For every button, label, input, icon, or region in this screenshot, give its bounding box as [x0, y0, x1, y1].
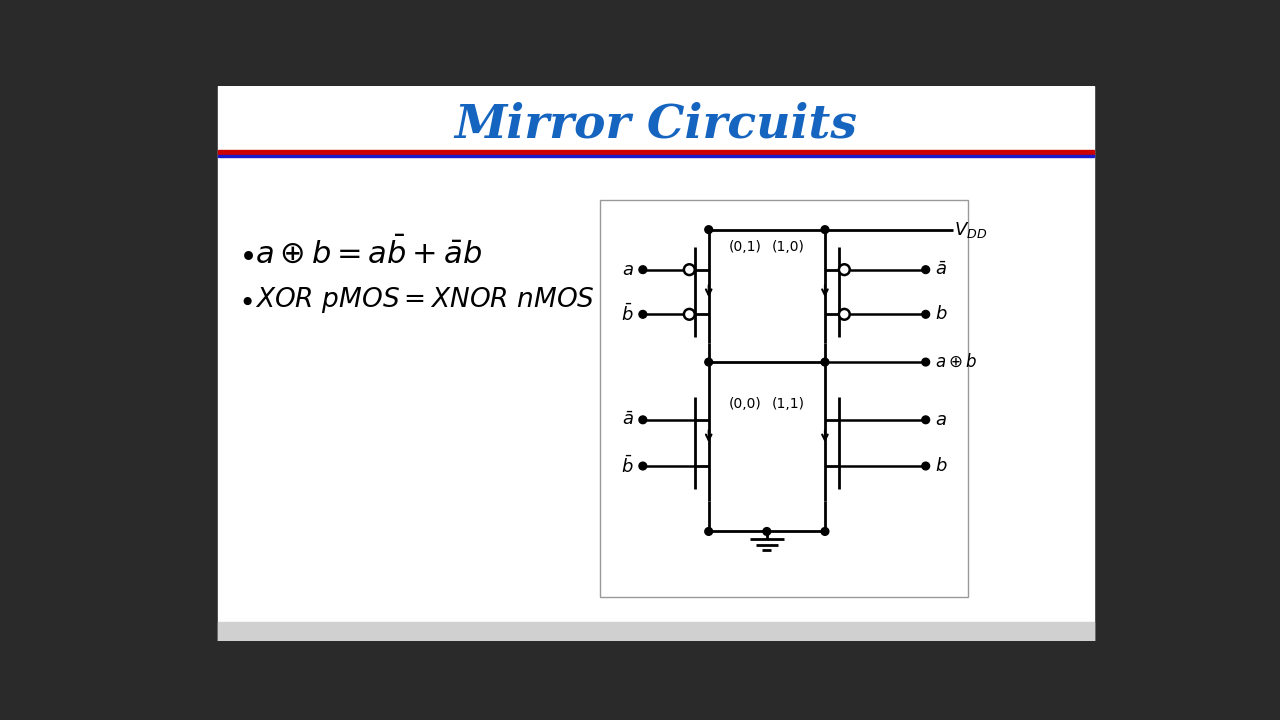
Text: $a$: $a$ [934, 411, 947, 429]
Text: Mirror Circuits: Mirror Circuits [454, 102, 858, 148]
Circle shape [639, 462, 646, 470]
Circle shape [763, 528, 771, 535]
Circle shape [922, 266, 929, 274]
Circle shape [820, 226, 829, 233]
Bar [600, 200, 969, 597]
Circle shape [838, 264, 850, 275]
Text: $\bar{a}$: $\bar{a}$ [622, 411, 634, 429]
Text: $a \oplus b$: $a \oplus b$ [934, 353, 978, 371]
Text: (0,1): (0,1) [728, 240, 762, 253]
Text: $V_{DD}$: $V_{DD}$ [955, 220, 987, 240]
Text: $\bullet$: $\bullet$ [238, 240, 253, 269]
Circle shape [820, 359, 829, 366]
Circle shape [705, 528, 713, 535]
Circle shape [639, 416, 646, 423]
Circle shape [705, 226, 713, 233]
Circle shape [705, 359, 713, 366]
Bar [218, 155, 1094, 157]
Circle shape [820, 528, 829, 535]
Circle shape [922, 359, 929, 366]
Circle shape [639, 266, 646, 274]
Text: $a$: $a$ [622, 261, 634, 279]
Text: (1,1): (1,1) [772, 397, 805, 411]
Text: $b$: $b$ [934, 305, 947, 323]
Circle shape [639, 310, 646, 318]
Text: $\bullet$: $\bullet$ [238, 287, 252, 315]
Circle shape [922, 416, 929, 423]
Circle shape [684, 264, 695, 275]
Bar [218, 150, 1094, 154]
Text: (0,0): (0,0) [728, 397, 762, 411]
Circle shape [922, 310, 929, 318]
Text: $\bar{b}$: $\bar{b}$ [621, 304, 634, 325]
Bar [218, 621, 1094, 641]
Circle shape [922, 462, 929, 470]
Text: $b$: $b$ [934, 457, 947, 475]
Text: $\bar{b}$: $\bar{b}$ [621, 455, 634, 477]
Text: (1,0): (1,0) [772, 240, 805, 253]
Circle shape [684, 309, 695, 320]
Text: $\mathit{XOR}\ \mathit{pMOS} = \mathit{XNOR}\ \mathit{nMOS}$: $\mathit{XOR}\ \mathit{pMOS} = \mathit{X… [255, 285, 594, 315]
Circle shape [838, 309, 850, 320]
Bar [218, 86, 1094, 641]
Text: $a \oplus b = a\bar{b} + \bar{a}b$: $a \oplus b = a\bar{b} + \bar{a}b$ [255, 236, 481, 269]
Text: $\bar{a}$: $\bar{a}$ [934, 261, 947, 279]
